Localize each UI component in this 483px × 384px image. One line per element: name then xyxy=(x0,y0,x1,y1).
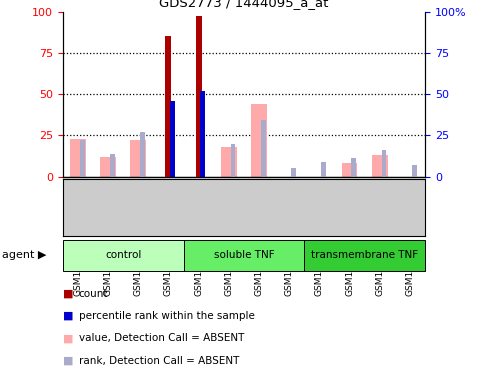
Bar xyxy=(342,164,357,177)
Text: rank, Detection Call = ABSENT: rank, Detection Call = ABSENT xyxy=(79,356,239,366)
Text: transmembrane TNF: transmembrane TNF xyxy=(311,250,418,260)
Bar xyxy=(412,165,417,177)
Bar xyxy=(170,101,175,177)
Text: ■: ■ xyxy=(63,333,73,343)
Text: ■: ■ xyxy=(63,289,73,299)
Text: soluble TNF: soluble TNF xyxy=(213,250,274,260)
Bar xyxy=(196,17,202,177)
Bar xyxy=(372,155,387,177)
Bar xyxy=(261,121,266,177)
Bar xyxy=(304,240,425,271)
Bar xyxy=(184,240,304,271)
Bar xyxy=(231,144,236,177)
Bar xyxy=(321,162,326,177)
Text: ■: ■ xyxy=(63,356,73,366)
Bar xyxy=(100,157,116,177)
Bar xyxy=(63,240,184,271)
Bar xyxy=(110,154,115,177)
Bar xyxy=(130,140,146,177)
Bar xyxy=(352,159,356,177)
Bar xyxy=(382,150,386,177)
Text: percentile rank within the sample: percentile rank within the sample xyxy=(79,311,255,321)
Bar xyxy=(70,139,86,177)
Text: agent ▶: agent ▶ xyxy=(2,250,47,260)
Text: value, Detection Call = ABSENT: value, Detection Call = ABSENT xyxy=(79,333,244,343)
Text: ■: ■ xyxy=(63,311,73,321)
Bar xyxy=(80,140,85,177)
Text: control: control xyxy=(105,250,142,260)
Bar xyxy=(221,147,237,177)
Bar xyxy=(251,104,267,177)
Text: count: count xyxy=(79,289,108,299)
Bar xyxy=(291,168,296,177)
Bar xyxy=(200,91,205,177)
Title: GDS2773 / 1444095_a_at: GDS2773 / 1444095_a_at xyxy=(159,0,328,9)
Bar xyxy=(165,36,171,177)
Bar xyxy=(140,132,145,177)
